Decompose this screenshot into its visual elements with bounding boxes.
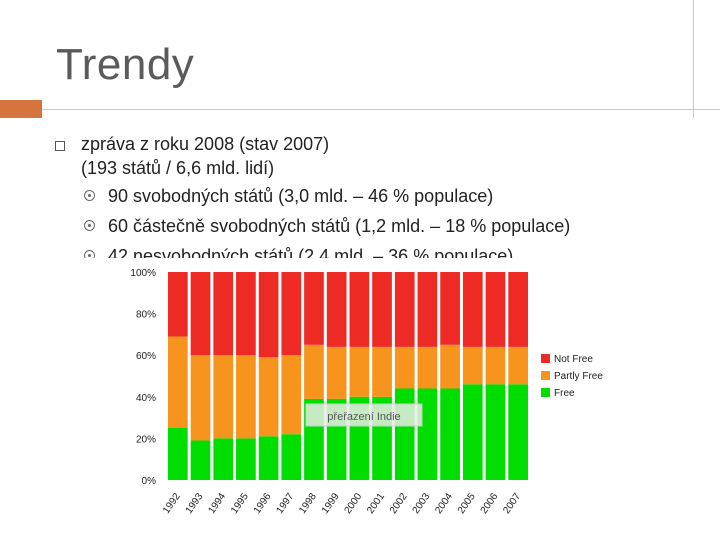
bar-segment-not-free <box>349 272 370 347</box>
y-tick-label: 20% <box>136 434 156 445</box>
main-bullet-line1: zpráva z roku 2008 (stav 2007) <box>81 134 330 154</box>
legend-label: Not Free <box>554 354 593 365</box>
bar-segment-free <box>508 384 528 480</box>
y-tick-label: 100% <box>130 268 156 279</box>
bar-segment-not-free <box>417 272 438 347</box>
circle-bullet-icon <box>84 190 95 201</box>
freedom-chart: 100%80%60%40%20%0% 1992 1993 1994 1995 1996 1… <box>110 258 630 530</box>
bar-segment-partly-free <box>190 355 211 441</box>
square-bullet-icon <box>55 141 65 151</box>
main-bullet-line2: (193 států / 6,6 mld. lidí) <box>81 158 275 178</box>
bar-segment-free <box>213 438 234 480</box>
main-bullet: zpráva z roku 2008 (stav 2007) (193 stát… <box>81 132 329 180</box>
sub-bullet-partially-hidden: 42 nesvobodných států (2,4 mld. – 36 % p… <box>81 244 601 258</box>
bar-segment-partly-free <box>258 357 279 437</box>
slide-title: Trendy <box>56 40 195 89</box>
y-tick-label: 0% <box>142 476 157 487</box>
bar-segment-not-free <box>236 272 256 356</box>
bar-segment-free <box>485 384 506 480</box>
bar-segment-partly-free <box>349 346 370 397</box>
bar-segment-not-free <box>462 272 483 347</box>
bar-segment-not-free <box>213 272 234 356</box>
bar-segment-not-free <box>440 272 460 345</box>
sub-bullet-text: 90 svobodných států (3,0 mld. – 46 % pop… <box>108 186 494 206</box>
title-accent-bar <box>0 100 42 118</box>
bar-segment-free <box>236 438 256 480</box>
bar-segment-partly-free <box>236 355 256 439</box>
title-vertical-divider <box>693 0 694 118</box>
bar-segment-partly-free <box>508 346 528 385</box>
bar-segment-partly-free <box>417 346 438 389</box>
bar-segment-partly-free <box>372 346 392 397</box>
bar-segment-partly-free <box>394 346 415 389</box>
bar-segment-partly-free <box>168 336 188 428</box>
bar-segment-partly-free <box>440 344 460 389</box>
bar-segment-free <box>394 388 415 480</box>
chart-background <box>110 258 630 530</box>
bar-segment-not-free <box>485 272 506 347</box>
bar-segment-partly-free <box>213 355 234 439</box>
bar-segment-partly-free <box>485 346 506 385</box>
sub-bullet-text: 60 částečně svobodných států (1,2 mld. –… <box>108 216 571 236</box>
circle-bullet-icon <box>84 220 95 231</box>
bar-segment-not-free <box>326 272 347 347</box>
legend-swatch <box>541 371 550 380</box>
bar-segment-not-free <box>281 272 302 356</box>
bar-segment-not-free <box>508 272 528 347</box>
y-tick-label: 60% <box>136 351 156 362</box>
bar-segment-not-free <box>168 272 188 337</box>
bar-segment-free <box>190 440 211 480</box>
circle-bullet-icon <box>84 250 95 258</box>
bar-segment-not-free <box>394 272 415 347</box>
legend-label: Partly Free <box>554 371 603 382</box>
sub-bullet-text: 42 nesvobodných států (2,4 mld. – 36 % p… <box>108 246 514 258</box>
bar-segment-not-free <box>304 272 324 345</box>
bar-segment-free <box>462 384 483 480</box>
annotation-text: přeřazení Indie <box>327 411 400 423</box>
bar-segment-not-free <box>372 272 392 347</box>
annotation-box <box>305 403 423 427</box>
bar-segment-partly-free <box>304 344 324 399</box>
bar-segment-not-free <box>258 272 279 358</box>
bar-segment-free <box>417 388 438 480</box>
bar-segment-free <box>168 428 188 480</box>
title-divider <box>42 109 720 110</box>
legend-swatch <box>541 388 550 397</box>
bar-segment-not-free <box>190 272 211 356</box>
bar-segment-partly-free <box>326 346 347 399</box>
bar-segment-free <box>258 436 279 480</box>
bar-segment-partly-free <box>462 346 483 385</box>
legend-label: Free <box>554 388 575 399</box>
bar-segment-free <box>281 434 302 480</box>
bar-segment-free <box>440 388 460 480</box>
bar-segment-partly-free <box>281 355 302 435</box>
y-tick-label: 80% <box>136 310 156 321</box>
legend-swatch <box>541 354 550 363</box>
y-tick-label: 40% <box>136 393 156 404</box>
